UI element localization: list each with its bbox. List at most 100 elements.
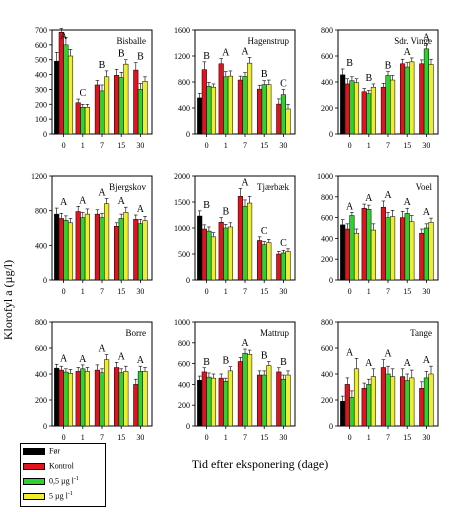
legend-swatch [23,447,45,455]
x-tick-label: 1 [367,287,371,296]
x-tick-label: 7 [100,433,104,442]
bar [54,213,60,281]
bar [223,227,229,281]
bar [133,69,139,135]
bar [419,232,425,281]
bar [84,371,90,427]
bar [423,48,429,135]
bar [123,371,129,427]
bar [428,64,434,135]
bar [114,367,120,427]
x-tick-label: 30 [422,287,430,296]
bar [75,371,81,427]
bar [428,222,434,281]
bar [257,240,263,281]
bar [99,372,105,427]
bar [218,377,224,427]
y-tick-label: 800 [321,193,333,202]
significance-letter: A [384,190,392,201]
x-tick-label: 30 [136,141,144,150]
y-tick-label: 400 [178,380,190,389]
bar [58,369,64,427]
panel-title: Mattrup [260,328,289,338]
panel-title: Voel [416,182,433,192]
bar [201,228,207,281]
y-tick-label: 400 [35,71,47,80]
y-tick-label: 600 [35,344,47,353]
bar [118,372,124,427]
bar [94,84,100,135]
panel-title: Tjærbæk [257,182,290,192]
x-tick-label: 0 [205,433,209,442]
y-tick-label: 500 [178,250,190,259]
y-tick-label: 800 [321,26,333,35]
bar [257,88,263,135]
significance-letter: B [261,351,268,362]
significance-letter: A [98,188,106,199]
y-tick-label: 200 [35,396,47,405]
y-tick-label: 0 [186,422,190,431]
y-tick-label: 600 [321,52,333,61]
bar [197,97,203,135]
x-tick-label: 7 [386,287,390,296]
bar [114,226,120,281]
x-tick-label: 7 [100,287,104,296]
bar [133,219,139,281]
y-tick-label: 0 [43,130,47,139]
significance-letter: A [79,195,87,206]
bar [361,388,367,427]
y-tick-label: 0 [43,276,47,285]
significance-letter: A [365,358,373,369]
bar [118,77,124,135]
bar [380,86,386,135]
panel-title: Bjergskov [109,182,146,192]
y-tick-label: 1000 [317,172,333,181]
significance-letter: B [222,356,229,367]
bar [428,373,434,427]
bar [210,86,217,135]
bar [210,377,217,427]
bar [361,207,367,281]
bar [133,384,139,427]
bar [400,376,406,427]
bar [353,82,360,135]
y-tick-label: 0 [329,130,333,139]
bar [247,202,253,281]
bar [261,374,267,427]
x-tick-label: 7 [243,287,247,296]
bar [197,215,203,281]
bar [67,55,74,135]
bar [63,219,69,281]
x-tick-label: 15 [403,141,411,150]
bar [67,373,74,427]
significance-letter: C [261,226,268,237]
x-tick-label: 15 [403,433,411,442]
panel-title: Sdr. Vinge [394,36,432,46]
bar [285,108,291,135]
bar [210,236,217,281]
bar [94,369,100,427]
bar [104,203,110,281]
significance-letter: A [60,31,68,42]
bar [137,223,143,281]
y-tick-label: 800 [35,207,47,216]
bar [344,83,350,135]
bar [67,222,74,281]
x-tick-label: 1 [81,141,85,150]
significance-letter: A [222,48,230,59]
y-tick-label: 600 [35,41,47,50]
y-tick-label: 0 [329,422,333,431]
significance-letter: A [60,197,68,208]
bar [99,90,105,135]
y-tick-label: 500 [35,56,47,65]
bar [380,206,386,281]
x-tick-label: 30 [279,287,287,296]
significance-letter: A [423,355,431,366]
y-tick-label: 200 [178,401,190,410]
x-tick-label: 15 [403,287,411,296]
significance-letter: A [423,207,431,218]
legend-label: Kontrol [49,461,74,471]
significance-letter: B [280,357,287,368]
